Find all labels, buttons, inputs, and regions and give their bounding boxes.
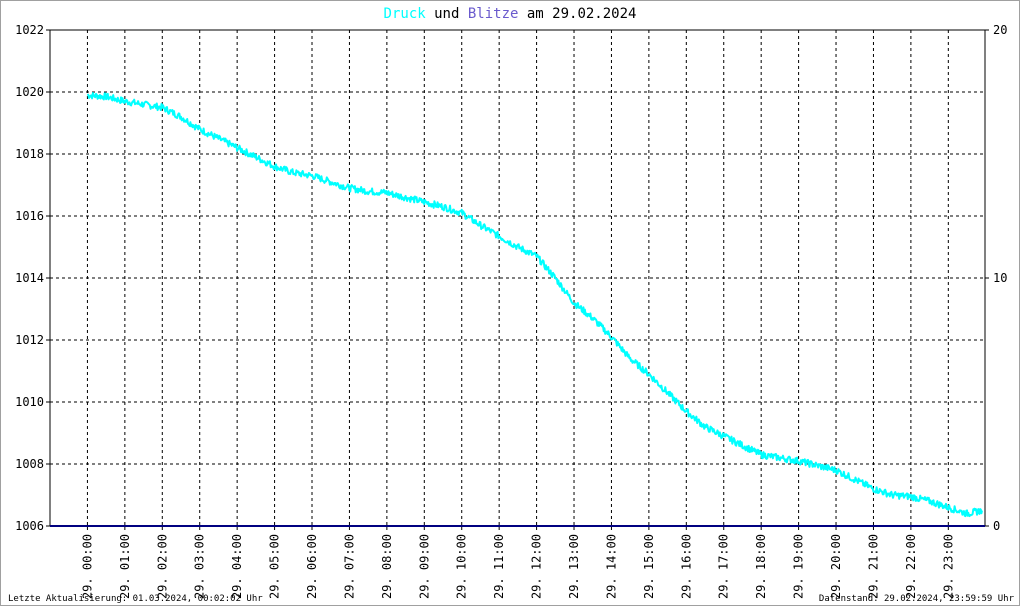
x-tick-label: 29. 12:00	[530, 534, 544, 599]
series-druck-line	[86, 92, 983, 518]
y-left-tick-label: 1014	[15, 271, 44, 285]
x-tick-label: 29. 22:00	[904, 534, 918, 599]
x-tick-label: 29. 05:00	[268, 534, 282, 599]
y-left-tick-label: 1006	[15, 519, 44, 533]
y-left-tick-label: 1010	[15, 395, 44, 409]
y-left-tick-label: 1022	[15, 23, 44, 37]
x-tick-label: 29. 00:00	[80, 534, 94, 599]
x-tick-label: 29. 06:00	[305, 534, 319, 599]
x-tick-label: 29. 19:00	[792, 534, 806, 599]
x-tick-label: 29. 08:00	[380, 534, 394, 599]
x-tick-label: 29. 20:00	[829, 534, 843, 599]
x-tick-label: 29. 17:00	[717, 534, 731, 599]
chart-title-series1: Druck	[384, 6, 427, 22]
series-layer	[50, 92, 985, 527]
x-tick-label: 29. 07:00	[342, 534, 356, 599]
y-left-tick-label: 1008	[15, 457, 44, 471]
x-tick-label: 29. 01:00	[118, 534, 132, 599]
y-left-tick-label: 1018	[15, 147, 44, 161]
chart-title-date: am 29.02.2024	[527, 6, 637, 22]
x-tick-label: 29. 15:00	[642, 534, 656, 599]
y-right-tick-label: 0	[993, 519, 1000, 533]
x-tick-label: 29. 09:00	[417, 534, 431, 599]
footer-data-status: Datenstand: 29.02.2024, 23:59:59 Uhr	[819, 594, 1015, 604]
y-left-tick-label: 1020	[15, 85, 44, 99]
x-tick-label: 29. 14:00	[604, 534, 618, 599]
y-right-tick-label: 10	[993, 271, 1007, 285]
x-tick-label: 29. 23:00	[941, 534, 955, 599]
x-tick-label: 29. 21:00	[866, 534, 880, 599]
y-left-tick-label: 1016	[15, 209, 44, 223]
tick-label-layer: 1006100810101012101410161018102010220102…	[15, 23, 1007, 599]
x-tick-label: 29. 02:00	[155, 534, 169, 599]
y-right-tick-label: 20	[993, 23, 1007, 37]
x-tick-label: 29. 11:00	[492, 534, 506, 599]
axes-layer	[46, 29, 989, 530]
x-tick-label: 29. 18:00	[754, 534, 768, 599]
x-tick-label: 29. 03:00	[193, 534, 207, 599]
y-left-tick-label: 1012	[15, 333, 44, 347]
x-tick-label: 29. 16:00	[679, 534, 693, 599]
x-tick-label: 29. 04:00	[230, 534, 244, 599]
footer-last-update: Letzte Aktualisierung: 01.03.2024, 00:02…	[8, 594, 263, 604]
grid-layer	[50, 29, 985, 526]
chart-title: Druck und Blitze am 29.02.2024	[384, 6, 637, 22]
chart-title-mid: und	[434, 6, 459, 22]
chart-title-series2: Blitze	[468, 6, 519, 22]
x-tick-label: 29. 13:00	[567, 534, 581, 599]
x-tick-label: 29. 10:00	[455, 534, 469, 599]
